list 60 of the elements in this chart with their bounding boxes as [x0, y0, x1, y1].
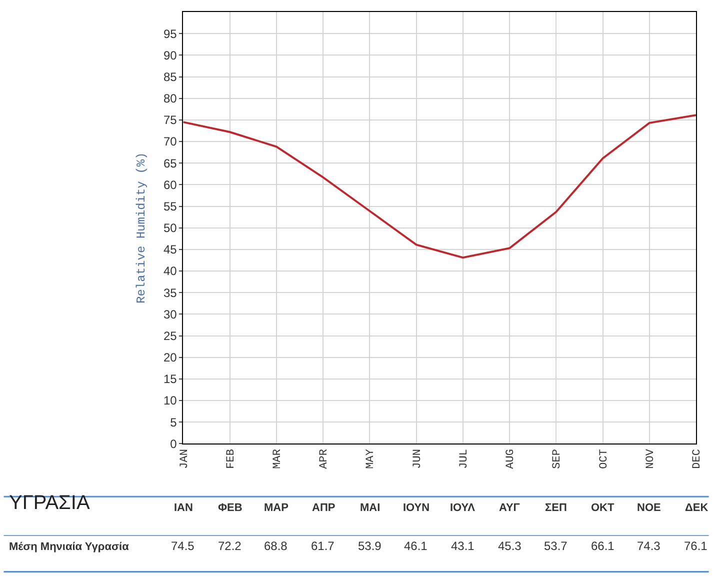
text: ΙΟΥΛ [450, 502, 476, 514]
y-tick-label: 50 [163, 221, 178, 236]
data-label: 45.3 [498, 539, 522, 553]
y-tick-label: 60 [163, 178, 178, 192]
x-tick-label: OCT [598, 448, 610, 469]
y-tick-label: 55 [163, 199, 178, 214]
y-tick-label: 25 [163, 328, 178, 343]
text: ΙΟΥΝ [403, 502, 430, 514]
y-tick-label: 45 [163, 242, 178, 257]
text: ΔΕΚ [685, 502, 708, 514]
x-tick-label: AUG [505, 449, 518, 469]
x-tick-label: JUN [412, 449, 424, 469]
y-tick-label: 40 [163, 264, 178, 278]
text: ΟΚΤ [591, 502, 614, 514]
data-label: 53.9 [358, 539, 382, 553]
x-tick-label: DEC [692, 448, 704, 469]
text: ΑΠΡ [312, 502, 336, 514]
data-label: 61.7 [311, 539, 335, 553]
text: ΥΓΡΑΣΙΑ [9, 492, 90, 514]
data-label: 72.2 [218, 539, 242, 553]
y-tick-label: 5 [170, 415, 178, 430]
data-label: 53.7 [544, 539, 568, 553]
x-tick-label: APR [318, 448, 331, 469]
data-label: 74.5 [171, 539, 195, 553]
text: ΙΑΝ [174, 502, 193, 514]
text: ΜΑΙ [360, 502, 380, 514]
text: ΦΕΒ [218, 502, 242, 514]
y-tick-label: 0 [170, 436, 178, 451]
text: Μέση Μηνιαία Υγρασία [9, 541, 130, 553]
x-tick-label: FEB [225, 448, 238, 469]
data-label: 46.1 [404, 539, 428, 553]
y-tick-label: 90 [163, 48, 178, 62]
data-label: 76.1 [684, 539, 708, 553]
x-tick-label: JUL [458, 449, 470, 469]
text: ΣΕΠ [545, 502, 567, 514]
y-tick-label: 35 [163, 286, 178, 300]
x-tick-label: MAR [272, 448, 284, 469]
y-tick-label: 15 [163, 372, 178, 386]
y-tick-label: 85 [163, 70, 178, 84]
y-tick-label: 70 [163, 134, 178, 149]
line-series [183, 114, 696, 259]
y-tick-label: 75 [163, 113, 178, 128]
text: ΑΥΓ [499, 502, 520, 514]
x-tick-label: SEP [552, 448, 564, 469]
y-axis-title: Relative Humidity (%) [134, 152, 149, 304]
text: ΜΑΡ [264, 502, 288, 514]
data-label: 74.3 [637, 539, 661, 553]
y-tick-label: 95 [163, 26, 178, 41]
x-tick-label: NOV [644, 448, 657, 469]
y-tick-label: 65 [163, 156, 178, 170]
y-tick-label: 10 [163, 394, 178, 408]
y-tick-label: 20 [163, 350, 178, 365]
y-tick-label: 80 [163, 92, 178, 106]
x-tick-label: JAN [178, 449, 191, 469]
x-tick-label: MAY [365, 448, 378, 469]
y-tick-label: 30 [163, 307, 178, 322]
data-label: 66.1 [591, 539, 615, 553]
data-label: 68.8 [264, 539, 288, 553]
data-label: 43.1 [451, 539, 475, 553]
text: ΝΟΕ [637, 502, 661, 514]
